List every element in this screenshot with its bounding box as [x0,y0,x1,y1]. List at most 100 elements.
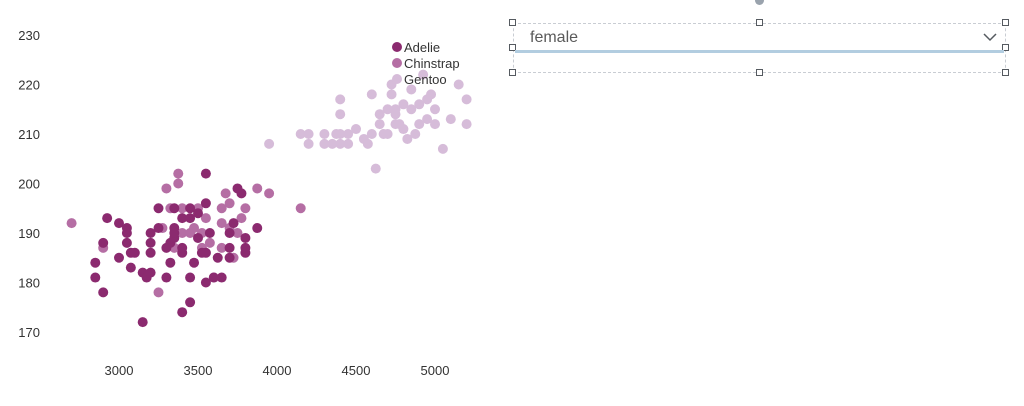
data-point-adelie [98,237,109,248]
data-point-gentoo [362,138,373,149]
legend-marker-adelie [392,42,402,52]
data-point-adelie [177,242,188,253]
data-point-chinstrap [204,237,215,248]
resize-handle-ml[interactable] [509,44,516,51]
data-point-gentoo [406,104,417,115]
data-point-adelie [177,307,188,318]
data-point-gentoo [398,124,409,135]
x-tick-label: 3000 [105,363,134,378]
data-point-gentoo [382,104,393,115]
data-point-adelie [177,213,188,224]
data-point-gentoo [319,138,330,149]
data-point-chinstrap [216,242,227,253]
data-point-gentoo [382,129,393,139]
data-point-adelie [90,272,101,283]
data-point-gentoo [327,138,338,149]
legend-label-adelie: Adelie [404,40,440,55]
data-point-gentoo [422,114,433,125]
data-point-chinstrap [252,183,263,194]
data-point-adelie [121,228,132,238]
legend-marker-chinstrap [392,58,402,68]
x-tick-label: 4500 [342,363,371,378]
data-point-chinstrap [189,223,200,234]
data-point-adelie [145,237,156,248]
legend-label-gentoo: Gentoo [404,72,447,87]
data-point-gentoo [374,119,385,130]
data-point-adelie [185,297,196,308]
data-point-gentoo [335,138,346,149]
data-point-adelie [129,247,140,258]
data-point-gentoo [430,104,440,115]
data-point-adelie [153,223,164,234]
data-point-chinstrap [66,218,77,229]
data-point-adelie [153,203,164,214]
data-point-adelie [145,267,156,278]
y-tick-label: 180 [18,276,40,291]
data-point-adelie [212,252,223,263]
y-axis: 230 220 210 200 190 180 170 [18,28,40,340]
data-point-chinstrap [264,188,275,199]
x-tick-label: 5000 [421,363,450,378]
data-point-gentoo [461,94,472,105]
data-point-gentoo [264,138,275,149]
data-point-chinstrap [240,203,251,214]
resize-handle-tl[interactable] [509,19,516,26]
data-point-adelie [185,203,196,214]
data-point-adelie [200,168,211,179]
data-point-adelie [169,203,180,214]
rotate-handle[interactable] [755,0,764,5]
data-point-gentoo [390,104,401,115]
data-point-gentoo [453,79,464,90]
legend-marker-gentoo [392,74,402,84]
data-point-chinstrap [295,203,306,214]
resize-handle-br[interactable] [1002,69,1009,76]
chevron-down-icon[interactable] [982,29,998,45]
data-point-chinstrap [173,168,184,179]
y-tick-label: 190 [18,226,40,241]
x-axis: 3000 3500 4000 4500 5000 [105,363,450,378]
scatter-chart: 230 220 210 200 190 180 170 3000 3500 4000 4500 50… [18,28,472,378]
data-point-gentoo [402,133,413,144]
data-point-adelie [240,232,251,243]
data-point-adelie [200,198,211,209]
data-point-chinstrap [200,213,211,224]
data-point-adelie [208,272,219,283]
data-point-adelie [125,262,136,273]
y-tick-label: 210 [18,127,40,142]
data-point-adelie [189,257,200,268]
legend-label-chinstrap: Chinstrap [404,56,460,71]
data-point-chinstrap [236,213,247,224]
data-point-gentoo [430,119,440,130]
data-point-gentoo [437,143,448,154]
y-tick-label: 230 [18,28,40,43]
data-point-gentoo [414,99,425,110]
data-point-adelie [252,223,263,234]
data-point-gentoo [303,129,314,139]
data-point-adelie [228,218,239,229]
data-point-gentoo [445,114,456,125]
resize-handle-mr[interactable] [1002,44,1009,51]
resize-handle-tc[interactable] [756,19,763,26]
y-tick-label: 200 [18,177,40,192]
data-point-gentoo [374,109,385,120]
data-point-adelie [204,228,215,238]
resize-handle-bc[interactable] [756,69,763,76]
data-point-gentoo [319,129,330,139]
data-point-adelie [114,218,124,229]
x-tick-label: 3500 [184,363,213,378]
resize-handle-bl[interactable] [509,69,516,76]
data-point-gentoo [386,89,397,100]
data-point-gentoo [461,119,472,130]
data-point-chinstrap [224,198,235,209]
resize-handle-tr[interactable] [1002,19,1009,26]
data-point-gentoo [351,124,361,135]
data-point-adelie [145,247,156,258]
data-point-adelie [137,317,148,328]
data-point-gentoo [335,129,346,139]
data-point-gentoo [295,129,306,139]
sex-filter-dropdown[interactable]: female [515,25,1004,51]
data-point-chinstrap [216,203,227,214]
data-point-chinstrap [161,183,172,194]
data-point-gentoo [366,89,377,100]
